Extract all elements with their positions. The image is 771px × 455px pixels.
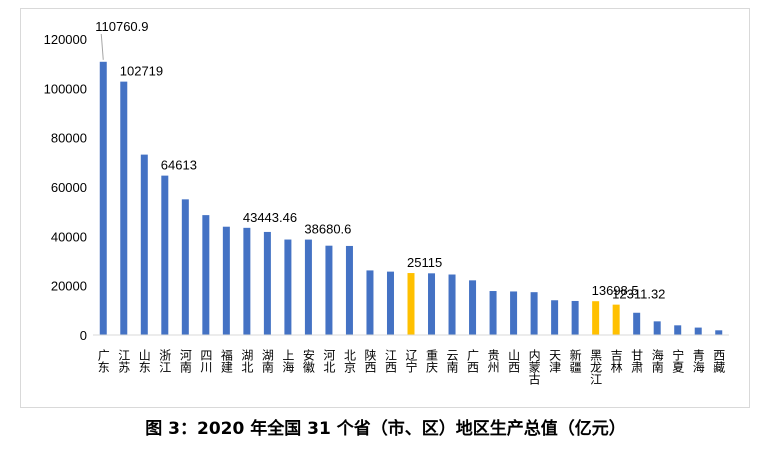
bar-13	[366, 270, 374, 335]
bar-9	[284, 239, 292, 335]
x-tick-label: 辽宁	[404, 349, 418, 373]
data-label: 12311.32	[612, 287, 665, 302]
x-tick-label: 河南	[178, 349, 192, 373]
bar-18	[469, 280, 477, 335]
bar-29	[694, 327, 702, 335]
x-tick-label: 四川	[199, 349, 213, 373]
bar-11	[325, 245, 333, 335]
bar-30	[715, 330, 723, 335]
bar-1	[120, 81, 128, 335]
x-tick-label: 北京	[342, 349, 356, 374]
bar-2	[140, 154, 148, 335]
x-tick-label: 上海	[281, 349, 295, 373]
data-label: 38680.6	[304, 222, 351, 237]
leader-line	[100, 33, 104, 60]
data-label: 25115	[407, 255, 442, 270]
y-tick-label: 80000	[51, 131, 87, 146]
y-tick-label: 40000	[51, 229, 87, 244]
x-tick-label: 青海	[691, 349, 705, 373]
data-labels: 110760.9 102719 64613 43443.46 38680.6 25115 1…	[95, 19, 665, 302]
bar-3	[161, 175, 169, 335]
x-tick-label: 新疆	[568, 348, 582, 373]
x-tick-label: 重庆	[425, 349, 439, 373]
bar-15	[407, 273, 415, 335]
x-tick-label: 山西	[507, 349, 521, 373]
bar-25	[612, 304, 620, 335]
bar-26	[633, 312, 641, 335]
bar-23	[571, 300, 579, 335]
gdp-bar-chart: 0 20000 40000 60000 80000 100000 120000 广东 江苏 山东…	[44, 19, 729, 385]
bar-10	[304, 239, 312, 335]
x-tick-label: 浙江	[158, 349, 172, 373]
bar-7	[243, 227, 251, 335]
x-tick-label: 安徽	[301, 348, 315, 373]
x-tick-label: 吉林	[609, 349, 623, 373]
x-tick-label: 山东	[137, 349, 151, 373]
bar-12	[345, 245, 353, 335]
bar-17	[448, 274, 456, 335]
bar-8	[263, 231, 271, 335]
data-label: 64613	[161, 158, 197, 173]
bar-22	[551, 300, 559, 335]
y-axis: 0 20000 40000 60000 80000 100000 120000	[44, 32, 87, 343]
bar-28	[674, 325, 682, 335]
x-axis: 广东 江苏 山东 浙江 河南 四川 福建 湖北 湖南 上海 安徽 河北 北京 陕西 江西 辽宁 重庆 云南 广西 贵州…	[93, 334, 729, 385]
x-tick-label: 河北	[322, 349, 336, 374]
y-tick-label: 100000	[44, 81, 87, 96]
x-tick-label: 黑龙江	[589, 349, 603, 385]
bar-21	[530, 292, 538, 335]
bar-24	[592, 301, 600, 335]
bar-20	[510, 291, 518, 335]
y-tick-label: 20000	[51, 279, 87, 294]
x-tick-label: 广东	[96, 349, 110, 373]
data-label: 13698.5	[592, 283, 639, 298]
data-label: 43443.46	[243, 210, 297, 225]
x-tick-label: 宁夏	[671, 348, 685, 373]
figure-caption: 图 3：2020 年全国 31 个省（市、区）地区生产总值（亿元）	[145, 419, 626, 439]
bar-0	[99, 61, 107, 335]
data-label: 110760.9	[95, 19, 148, 34]
bar-5	[202, 215, 210, 335]
x-tick-label: 湖南	[260, 348, 274, 373]
bar-4	[181, 199, 189, 335]
bar-19	[489, 291, 497, 335]
x-tick-label: 江苏	[117, 349, 131, 373]
x-tick-label: 海南	[650, 348, 664, 373]
x-tick-label: 天津	[548, 349, 562, 373]
bar-6	[222, 226, 230, 335]
chart-frame: 0 20000 40000 60000 80000 100000 120000 广东 江苏 山东…	[20, 8, 750, 408]
x-tick-label: 云南	[445, 349, 459, 373]
x-tick-label: 福建	[219, 348, 233, 374]
x-tick-label: 内蒙古	[527, 349, 541, 385]
y-tick-label: 60000	[51, 180, 87, 195]
bars	[99, 61, 723, 335]
data-label: 102719	[120, 64, 163, 79]
y-tick-label: 0	[80, 328, 87, 343]
x-tick-label: 江西	[383, 349, 397, 373]
bar-27	[653, 321, 661, 335]
x-tick-label: 甘肃	[630, 349, 644, 374]
x-tick-label: 西藏	[712, 349, 726, 374]
x-tick-label: 广西	[466, 349, 480, 373]
bar-16	[428, 273, 436, 335]
x-tick-label: 湖北	[240, 348, 254, 374]
x-tick-label: 贵州	[486, 349, 500, 373]
y-tick-label: 120000	[44, 32, 87, 47]
x-tick-label: 陕西	[363, 348, 377, 373]
bar-14	[386, 271, 394, 335]
